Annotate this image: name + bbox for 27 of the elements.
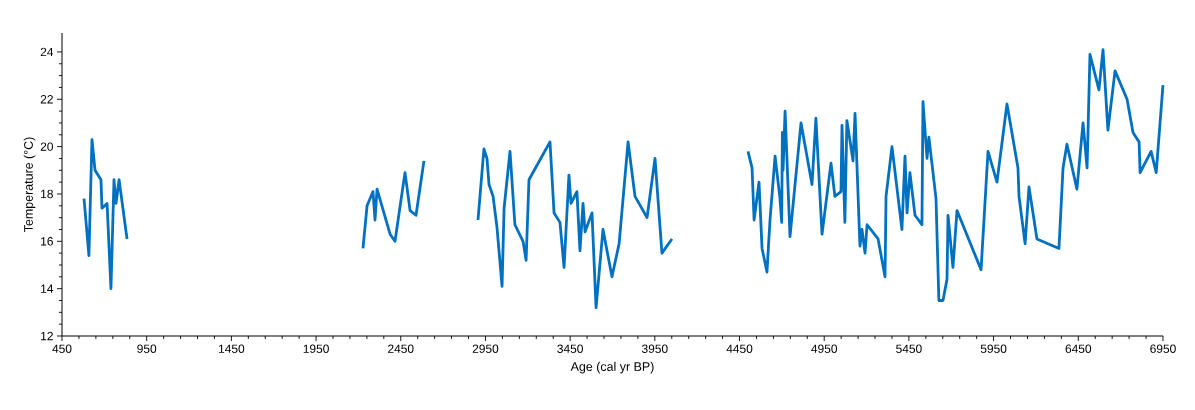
x-axis-title: Age (cal yr BP) [570,361,654,374]
y-tick-label: 18 [41,189,53,199]
y-tick-label: 12 [41,331,53,341]
line-series [476,140,674,309]
x-tick-label: 1450 [218,344,245,353]
x-tick-label: 950 [137,344,157,353]
x-tick-label: 5950 [980,344,1007,353]
x-tick-label: 6950 [1150,344,1176,353]
y-tick-label: 24 [40,47,54,57]
x-tick-label: 450 [52,344,72,353]
y-tick-label: 16 [41,237,53,246]
line-series [361,159,426,250]
x-tick-label: 3950 [641,344,668,353]
x-tick-label: 4450 [726,344,753,353]
y-axis-title: Temperature (°C) [23,137,36,233]
y-tick-label: 14 [41,284,54,293]
x-tick-label: 2450 [388,344,414,353]
x-tick-label: 4950 [811,344,838,353]
x-tick-label: 2950 [472,344,499,353]
line-series [746,48,1165,302]
x-tick-label: 3450 [557,344,583,353]
x-tick-label: 5450 [896,344,922,353]
y-tick-label: 22 [40,95,53,104]
y-tick-label: 20 [40,142,54,151]
x-tick-label: 6450 [1065,344,1092,353]
x-tick-label: 1950 [303,344,329,353]
line-series [82,138,129,291]
